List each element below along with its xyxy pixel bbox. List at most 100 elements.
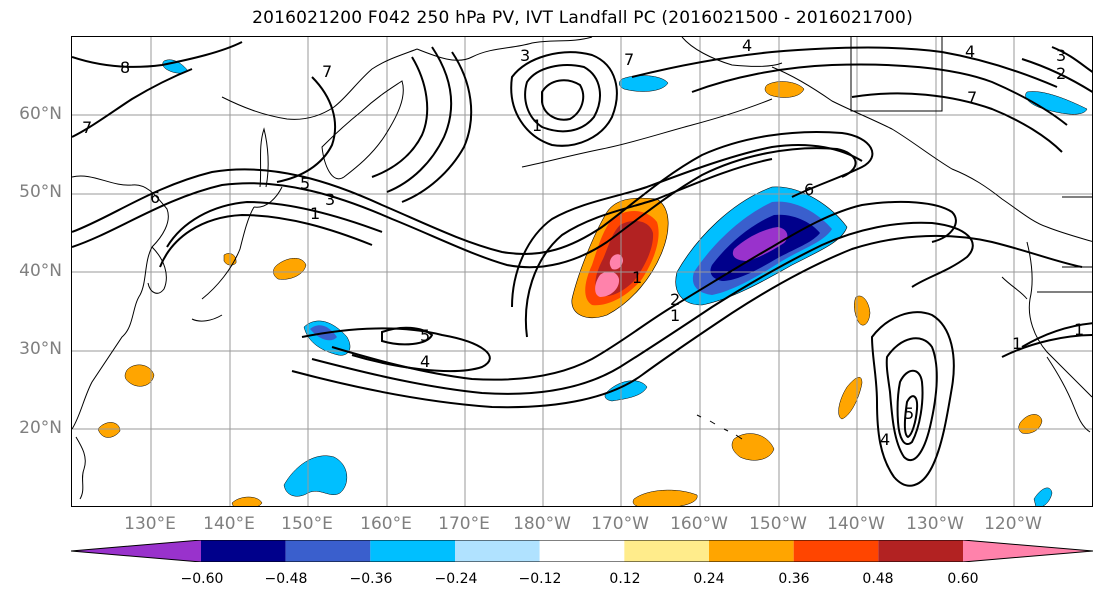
colorbar-segment: [624, 540, 709, 562]
contour-label: 1: [532, 116, 542, 135]
coast-hawaii: [696, 414, 743, 440]
colorbar-tick-label: −0.48: [264, 571, 308, 587]
contour-labels: 8 7 6 5 3 1 7 4 4 3 2 1 7 5 4 1 1 2 6 1 …: [82, 37, 1084, 449]
contour-far-north-2: [691, 63, 1068, 126]
ivt-contours: [72, 41, 1092, 487]
coast-canada-border: [850, 37, 1092, 293]
contour-north-closed-1: [510, 51, 618, 147]
contour-trough-2: [331, 200, 957, 381]
lon-label-130w: 130°W: [906, 514, 964, 534]
lon-label-170e: 170°E: [438, 514, 490, 534]
colorbar-tick-label: −0.60: [180, 571, 224, 587]
lon-label-170w: 170°W: [591, 514, 649, 534]
contour-jet-3: [166, 200, 383, 248]
patch-blue-62n-167w: [619, 75, 669, 92]
contour-cutoff-1: [381, 326, 434, 346]
patch-blue-65n-119w: [1025, 91, 1088, 115]
colorbar-tick-label: 0.12: [609, 571, 641, 587]
map-title: 2016021200 F042 250 hPa PV, IVT Landfall…: [252, 8, 913, 28]
contour-north-closed-3: [541, 79, 585, 121]
contour-label: 5: [904, 404, 914, 423]
patch-orange-40n-147e: [273, 258, 307, 280]
coast-northeast-siberia: [416, 37, 593, 61]
contour-far-north-1: [631, 46, 1058, 88]
contour-east-low-3: [896, 369, 924, 445]
map-canvas: 8 7 6 5 3 1 7 4 4 3 2 1 7 5 4 1 1 2 6 1 …: [72, 37, 1092, 506]
coast-philippines: [75, 436, 86, 500]
colorbar-segment: [878, 540, 963, 562]
contour-label: 7: [82, 118, 92, 137]
lon-label-150w: 150°W: [749, 514, 807, 534]
contour-label: 6: [150, 188, 160, 207]
lat-label-40n: 40°N: [19, 261, 62, 281]
contour-label: 7: [624, 50, 634, 69]
colorbar-segment: [370, 540, 455, 562]
lon-label-160e: 160°E: [360, 514, 412, 534]
contour-trough-3: [311, 221, 974, 395]
lat-label-30n: 30°N: [19, 339, 62, 359]
colorbar-tick-label: 0.48: [862, 571, 894, 587]
lon-label-140e: 140°E: [203, 514, 255, 534]
contour-jet-2: [72, 147, 857, 269]
colorbar-segment: [963, 540, 1093, 562]
colorbar-tick-label: −0.24: [434, 571, 478, 587]
coastlines: [72, 37, 1092, 500]
contour-label: 3: [325, 190, 335, 209]
contour-label: 7: [322, 62, 332, 81]
contour-label: 1: [670, 306, 680, 325]
contour-north-arc-1: [386, 46, 453, 193]
coast-kamchatka: [321, 80, 404, 180]
lat-label-50n: 50°N: [19, 182, 62, 202]
colorbar: [70, 539, 1094, 563]
lon-label-140w: 140°W: [827, 514, 885, 534]
contour-north-arc-2: [401, 51, 473, 203]
contour-east-low-1: [870, 311, 955, 487]
contour-jet-1: [72, 130, 874, 255]
contour-label: 1: [632, 268, 642, 287]
patch-blue-25n-166w: [604, 380, 648, 402]
colorbar-segment: [285, 540, 371, 562]
contour-label: 5: [420, 326, 430, 345]
contour-west-3: [276, 76, 337, 183]
lon-label-120w: 120°W: [984, 514, 1042, 534]
contour-east-low-4: [903, 395, 919, 439]
coast-korea: [147, 246, 167, 294]
lon-label-160w: 160°W: [670, 514, 728, 534]
positive-anomaly-pink: [595, 271, 620, 297]
contour-label: 2: [670, 290, 680, 309]
coast-japan: [191, 186, 283, 322]
contour-label: 6: [804, 180, 814, 199]
patch-orange-10n-168w: [632, 489, 698, 506]
contour-label: 3: [520, 46, 530, 65]
colorbar-segment: [793, 540, 879, 562]
contour-west-2: [72, 41, 243, 68]
coast-alaska-south: [771, 66, 1092, 242]
contour-label: 5: [300, 174, 310, 193]
shaded-anomaly-fields: [97, 59, 1088, 506]
patch-orange-60n-156w: [764, 81, 805, 98]
coast-aleutians: [521, 98, 773, 168]
lat-label-20n: 20°N: [19, 418, 62, 438]
contour-ridge-low-1: [511, 144, 863, 308]
colorbar-tick-label: 0.36: [778, 571, 810, 587]
contour-label: 3: [1056, 46, 1066, 65]
contour-north-closed-2: [524, 64, 601, 133]
contour-west-coast-2: [1001, 334, 1092, 358]
coast-okhotsk: [221, 48, 418, 120]
colorbar-segment: [709, 540, 794, 562]
colorbar-segment: [539, 540, 625, 562]
positive-anomaly-pink-2: [609, 254, 623, 270]
contour-label: 4: [742, 37, 752, 55]
patch-blue-14n-150e: [283, 455, 347, 497]
patch-orange-20n-122w: [1018, 414, 1043, 434]
contour-trough-4: [291, 234, 1083, 409]
patch-orange-20n-127e: [97, 422, 121, 438]
patch-orange-10n-141e: [231, 496, 263, 506]
contour-label: 2: [1056, 64, 1066, 83]
colorbar-tick-label: 0.24: [693, 571, 725, 587]
contour-west-coast-1: [1021, 322, 1092, 348]
colorbar-tick-label: −0.12: [518, 571, 562, 587]
contour-east-low-2: [885, 337, 938, 462]
lon-label-180w: 180°W: [513, 514, 571, 534]
coast-north-america-west: [1001, 241, 1092, 398]
